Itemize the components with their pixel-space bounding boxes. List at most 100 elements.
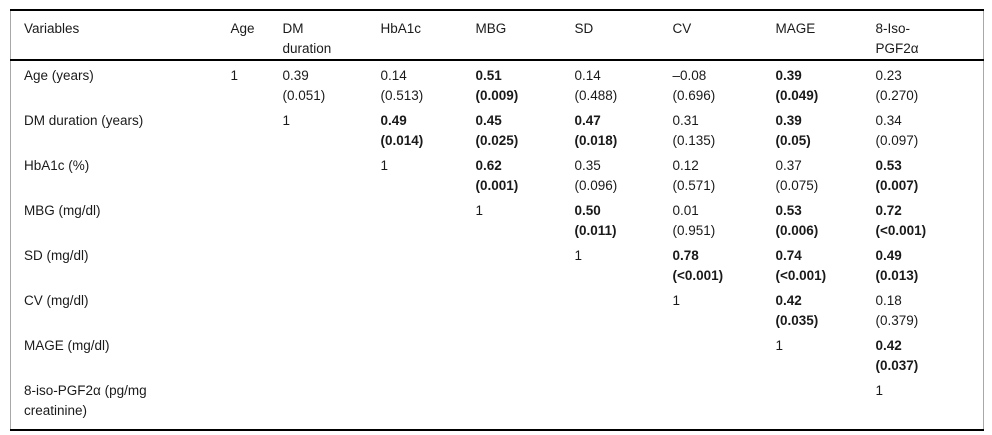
p-value: (0.696) bbox=[672, 88, 716, 103]
correlation-cell: 0.31 (0.135) bbox=[673, 106, 776, 151]
correlation-cell: 0.23 (0.270) bbox=[876, 60, 984, 106]
r-value: 0.35 bbox=[574, 158, 601, 173]
r-value: 1 bbox=[775, 338, 784, 353]
header-row: Variables Age DM duration HbA1c MBG SD C… bbox=[10, 10, 984, 61]
p-value: (0.007) bbox=[875, 178, 919, 193]
correlation-cell: –0.08 (0.696) bbox=[673, 60, 776, 106]
p-value: (0.097) bbox=[875, 133, 919, 148]
correlation-cell: 0.78 (<0.001) bbox=[673, 241, 776, 286]
r-value: 0.49 bbox=[380, 113, 407, 128]
r-value: 0.62 bbox=[475, 158, 502, 173]
correlation-cell: 0.62 (0.001) bbox=[476, 151, 575, 196]
correlation-cell: 0.12 (0.571) bbox=[673, 151, 776, 196]
table-row: DM duration (years) 1 0.49 (0.014) 0.45 (0.02… bbox=[11, 106, 984, 151]
r-value: 0.49 bbox=[875, 248, 902, 263]
empty-cell bbox=[283, 196, 381, 241]
correlation-cell: 0.74 (<0.001) bbox=[776, 241, 876, 286]
empty-cell bbox=[283, 151, 381, 196]
row-label: MAGE (mg/dl) bbox=[24, 338, 110, 353]
empty-cell bbox=[231, 331, 283, 376]
r-value: 1 bbox=[475, 203, 484, 218]
r-value: 1 bbox=[230, 68, 239, 83]
r-value: 0.47 bbox=[574, 113, 601, 128]
p-value: (0.037) bbox=[875, 358, 919, 373]
empty-cell bbox=[476, 331, 575, 376]
row-label: DM duration (years) bbox=[24, 113, 144, 128]
empty-cell bbox=[575, 331, 673, 376]
table-row: CV (mg/dl) 1 0.42 (0.035) 0.18 (0.379) bbox=[11, 286, 984, 331]
r-value: 0.42 bbox=[775, 293, 802, 308]
empty-cell bbox=[575, 286, 673, 331]
empty-cell bbox=[673, 376, 776, 430]
p-value: (<0.001) bbox=[775, 268, 827, 283]
empty-cell bbox=[231, 286, 283, 331]
correlation-cell: 0.18 (0.379) bbox=[876, 286, 984, 331]
table-row: Age (years) 1 0.39 (0.051) 0.14 (0.513) 0.51 (0… bbox=[11, 60, 984, 106]
p-value: (0.951) bbox=[672, 223, 716, 238]
p-value: (0.270) bbox=[875, 88, 919, 103]
r-value: 0.39 bbox=[775, 68, 802, 83]
r-value: 0.50 bbox=[574, 203, 601, 218]
table-row: MBG (mg/dl) 1 0.50 (0.011) 0.01 (0.951) 0.53 (0… bbox=[11, 196, 984, 241]
empty-cell bbox=[231, 196, 283, 241]
r-value: 0.39 bbox=[775, 113, 802, 128]
correlation-table: Variables Age DM duration HbA1c MBG SD C… bbox=[10, 9, 984, 431]
p-value: (0.488) bbox=[574, 88, 618, 103]
r-value: 0.74 bbox=[775, 248, 802, 263]
p-value: (0.513) bbox=[380, 88, 424, 103]
empty-cell bbox=[381, 376, 476, 430]
correlation-cell: 0.45 (0.025) bbox=[476, 106, 575, 151]
r-value: 0.31 bbox=[672, 113, 699, 128]
correlation-cell: 0.37 (0.075) bbox=[776, 151, 876, 196]
r-value: 0.14 bbox=[380, 68, 407, 83]
empty-cell bbox=[381, 241, 476, 286]
r-value: 1 bbox=[380, 158, 389, 173]
column-header-mbg: MBG bbox=[475, 10, 575, 61]
correlation-cell: 0.50 (0.011) bbox=[575, 196, 673, 241]
empty-cell bbox=[476, 241, 575, 286]
empty-cell bbox=[283, 286, 381, 331]
row-label: HbA1c (%) bbox=[24, 158, 90, 173]
empty-cell bbox=[283, 376, 381, 430]
p-value: (0.035) bbox=[775, 313, 819, 328]
r-value: 1 bbox=[672, 293, 681, 308]
p-value: (0.014) bbox=[380, 133, 424, 148]
empty-cell bbox=[476, 376, 575, 430]
correlation-cell: 1 bbox=[673, 286, 776, 331]
column-header-cv: CV bbox=[672, 10, 776, 61]
correlation-cell: 0.47 (0.018) bbox=[575, 106, 673, 151]
r-value: 0.51 bbox=[475, 68, 502, 83]
r-value: 1 bbox=[875, 383, 884, 398]
correlation-cell: 1 bbox=[381, 151, 476, 196]
correlation-cell: 0.42 (0.037) bbox=[876, 331, 984, 376]
empty-cell bbox=[673, 331, 776, 376]
row-label: MBG (mg/dl) bbox=[24, 203, 101, 218]
p-value: (0.013) bbox=[875, 268, 919, 283]
r-value: 0.14 bbox=[574, 68, 601, 83]
column-header-age: Age bbox=[230, 10, 283, 61]
correlation-cell: 0.01 (0.951) bbox=[673, 196, 776, 241]
r-value: 0.12 bbox=[672, 158, 699, 173]
empty-cell bbox=[476, 286, 575, 331]
row-label: 8-iso-PGF2α (pg/mg creatinine) bbox=[24, 383, 147, 418]
table-body: Age (years) 1 0.39 (0.051) 0.14 (0.513) 0.51 (0… bbox=[11, 60, 984, 430]
table-row: 8-iso-PGF2α (pg/mg creatinine) 1 bbox=[11, 376, 984, 430]
r-value: 0.53 bbox=[775, 203, 802, 218]
p-value: (0.075) bbox=[775, 178, 819, 193]
r-value: 0.18 bbox=[875, 293, 902, 308]
p-value: (0.05) bbox=[775, 133, 811, 148]
empty-cell bbox=[231, 241, 283, 286]
column-header-hba1c: HbA1c bbox=[380, 10, 476, 61]
r-value: –0.08 bbox=[672, 68, 707, 83]
empty-cell bbox=[231, 376, 283, 430]
correlation-cell: 0.39 (0.05) bbox=[776, 106, 876, 151]
r-value: 0.23 bbox=[875, 68, 902, 83]
column-header-dm-duration: DM duration bbox=[282, 10, 381, 61]
p-value: (0.009) bbox=[475, 88, 519, 103]
p-value: (0.049) bbox=[775, 88, 819, 103]
empty-cell bbox=[381, 196, 476, 241]
empty-cell bbox=[776, 376, 876, 430]
column-header-mage: MAGE bbox=[775, 10, 876, 61]
r-value: 0.72 bbox=[875, 203, 902, 218]
correlation-cell: 0.72 (<0.001) bbox=[876, 196, 984, 241]
